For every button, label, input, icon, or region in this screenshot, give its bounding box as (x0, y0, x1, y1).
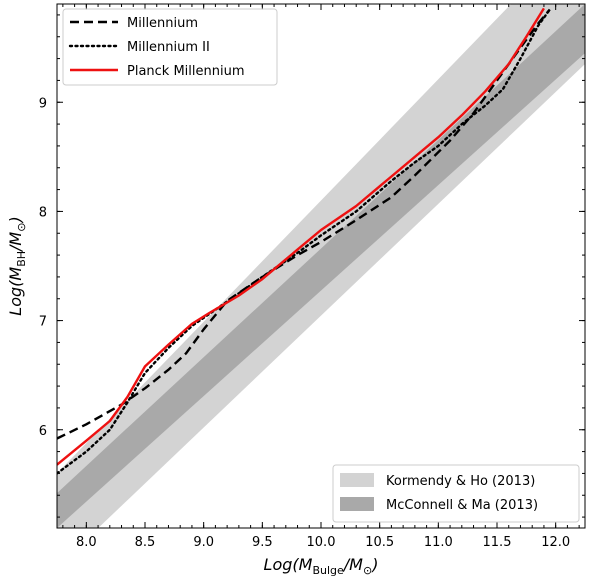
x-tick-label: 8.5 (135, 535, 156, 550)
y-axis-label-suffix: ) (6, 216, 25, 223)
legend-label-planck-millennium: Planck Millennium (127, 64, 245, 79)
series-line-planck-millennium (57, 7, 545, 466)
y-axis-label: Log(MBH/M⊙) (6, 216, 28, 315)
legend-label-kormendy-ho-2013: Kormendy & Ho (2013) (386, 474, 535, 489)
legend-bottom: Kormendy & Ho (2013) McConnell & Ma (2013… (332, 464, 580, 523)
x-tick-label: 9.5 (252, 535, 273, 550)
y-axis-label-prefix: Log(M (6, 267, 25, 316)
x-tick-label: 10.0 (307, 535, 336, 550)
y-tick-label: 6 (39, 424, 47, 439)
ticks-layer: 8.0 8.5 9.0 9.5 10.0 10.5 11.0 11.5 12.0 6 7 8 9 (39, 4, 585, 550)
x-tick-label: 11.5 (483, 535, 512, 550)
y-axis-label-sub: BH (15, 251, 28, 267)
x-tick-label: 8.0 (76, 535, 97, 550)
x-axis-label-sun: ⊙ (363, 564, 372, 577)
x-axis-label-slash: /M (342, 555, 363, 574)
x-tick-label: 11.0 (424, 535, 453, 550)
legend-label-mcconnell-ma-2013: McConnell & Ma (2013) (386, 498, 538, 513)
x-tick-label: 10.5 (365, 535, 394, 550)
series-line-millennium (57, 8, 551, 440)
y-tick-label: 7 (39, 315, 47, 330)
legend-top-box (62, 8, 278, 86)
x-axis-label-prefix: Log(M (264, 555, 313, 574)
x-tick-label: 12.0 (541, 535, 570, 550)
legend-label-millennium: Millennium (127, 16, 198, 31)
legend-swatch-kormendy-ho-2013 (340, 473, 374, 487)
legend-swatch-mcconnell-ma-2013 (340, 497, 374, 511)
series-layer (57, 7, 551, 475)
legend-bottom-box (332, 464, 580, 523)
y-axis-label-slash: /M (6, 232, 25, 253)
y-axis-label-sun: ⊙ (15, 223, 28, 232)
x-axis-label: Log(MBulge/M⊙) (264, 555, 379, 577)
series-line-millennium-ii (57, 8, 551, 475)
band-mcconnell-ma-2013 (57, 4, 585, 528)
y-tick-label: 9 (39, 96, 47, 111)
y-tick-label: 8 (39, 205, 47, 220)
x-axis-label-sub: Bulge (312, 564, 344, 577)
legend-label-millennium-ii: Millennium II (127, 40, 210, 55)
bands-layer (57, 4, 585, 528)
x-axis-label-suffix: ) (371, 555, 378, 574)
legend-top: Millennium Millennium II Planck Millennium (62, 8, 278, 86)
x-tick-label: 9.0 (193, 535, 214, 550)
